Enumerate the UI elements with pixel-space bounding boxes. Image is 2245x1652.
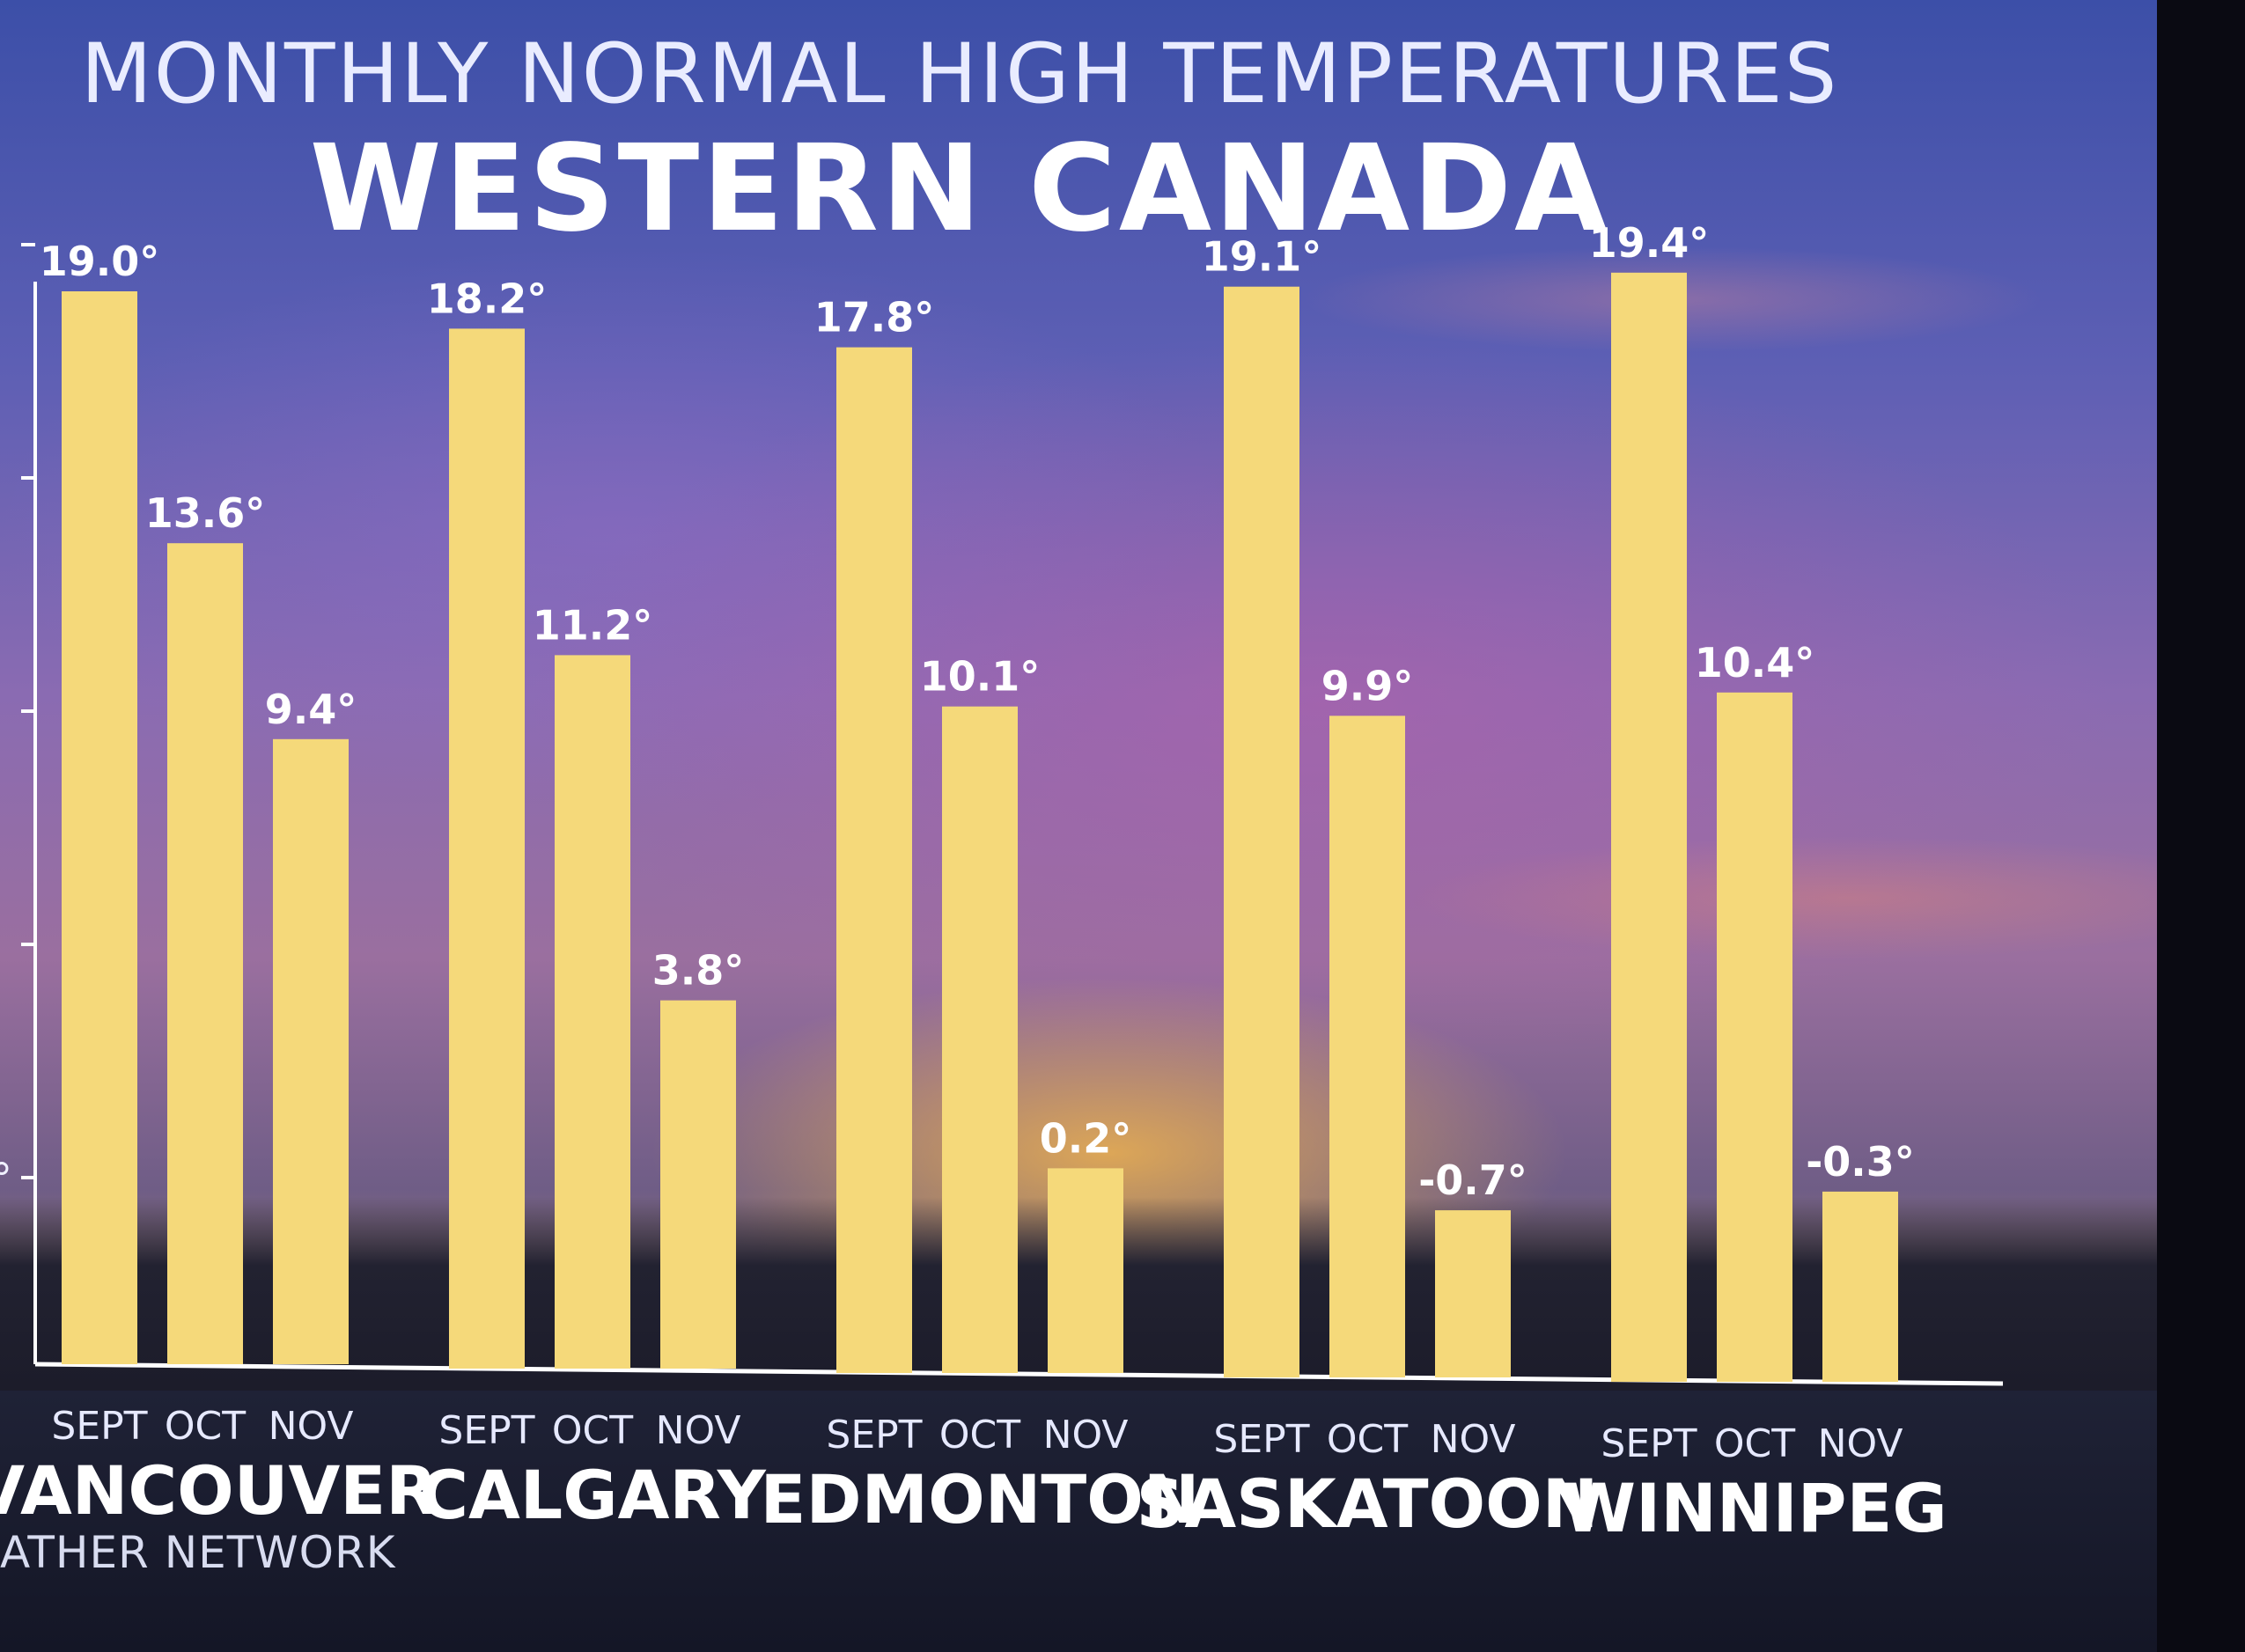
bar-edmonton-sept — [836, 347, 912, 1374]
city-label-vancouver: VANCOUVER — [0, 1451, 438, 1530]
month-label-calgary-sept: SEPT — [438, 1408, 534, 1453]
value-label-saskatoon-oct: 9.9° — [1321, 662, 1414, 709]
bar-vancouver-oct — [167, 543, 243, 1364]
bar-winnipeg-nov — [1822, 1191, 1898, 1382]
value-label-calgary-nov: 3.8° — [652, 947, 745, 995]
value-label-vancouver-oct: 13.6° — [145, 489, 266, 537]
city-label-winnipeg: WINNIPEG — [1562, 1469, 1947, 1547]
bottom-band — [0, 1391, 2157, 1652]
month-label-saskatoon-nov: NOV — [1431, 1417, 1516, 1462]
value-label-edmonton-nov: 0.2° — [1040, 1114, 1132, 1162]
value-label-calgary-sept: 18.2° — [427, 275, 548, 322]
bar-calgary-oct — [555, 655, 630, 1369]
bar-saskatoon-sept — [1224, 286, 1299, 1378]
city-label-calgary: CALGARY — [419, 1456, 767, 1534]
value-label-winnipeg-nov: -0.3° — [1806, 1138, 1915, 1186]
bar-winnipeg-oct — [1717, 692, 1792, 1382]
value-label-vancouver-nov: 9.4° — [265, 686, 357, 733]
bar-saskatoon-oct — [1329, 716, 1405, 1377]
bar-edmonton-nov — [1048, 1168, 1123, 1373]
value-label-calgary-oct: 11.2° — [533, 601, 653, 649]
bar-vancouver-nov — [273, 738, 349, 1364]
city-label-saskatoon: SASKATOON — [1137, 1465, 1599, 1543]
month-label-calgary-nov: NOV — [656, 1408, 741, 1453]
value-label-vancouver-sept: 19.0° — [40, 238, 160, 285]
month-label-edmonton-oct: OCT — [939, 1413, 1020, 1457]
chart-screen: MONTHLY NORMAL HIGH TEMPERATURES WESTERN… — [0, 0, 2157, 1652]
month-label-vancouver-nov: NOV — [269, 1404, 354, 1449]
month-label-vancouver-sept: SEPT — [51, 1404, 147, 1449]
bar-saskatoon-nov — [1435, 1210, 1511, 1377]
month-label-winnipeg-sept: SEPT — [1601, 1421, 1697, 1466]
month-label-saskatoon-oct: OCT — [1327, 1417, 1408, 1462]
month-label-saskatoon-sept: SEPT — [1213, 1417, 1309, 1462]
y-tick-label-0: 0° — [0, 1155, 12, 1204]
month-label-edmonton-nov: NOV — [1043, 1413, 1129, 1457]
bar-calgary-nov — [660, 1000, 736, 1369]
value-label-winnipeg-oct: 10.4° — [1695, 639, 1815, 686]
monitor-bezel — [2157, 0, 2245, 1652]
value-label-saskatoon-nov: -0.7° — [1418, 1156, 1527, 1204]
source-credit: ATHER NETWORK — [0, 1527, 396, 1578]
value-label-edmonton-oct: 10.1° — [920, 653, 1041, 701]
bar-edmonton-oct — [942, 706, 1018, 1373]
bar-vancouver-sept — [62, 291, 137, 1364]
month-label-winnipeg-oct: OCT — [1714, 1421, 1795, 1466]
chart-subtitle: WESTERN CANADA — [309, 120, 1610, 259]
x-axis-line — [34, 1362, 2004, 1386]
month-label-edmonton-sept: SEPT — [826, 1413, 922, 1457]
value-label-winnipeg-sept: 19.4° — [1589, 219, 1710, 267]
value-label-saskatoon-sept: 19.1° — [1202, 233, 1322, 281]
chart-title: MONTHLY NORMAL HIGH TEMPERATURES — [80, 26, 1839, 122]
bar-calgary-sept — [449, 328, 525, 1369]
city-label-edmonton: EDMONTON — [761, 1460, 1200, 1538]
month-label-winnipeg-nov: NOV — [1818, 1421, 1903, 1466]
bar-winnipeg-sept — [1611, 272, 1687, 1382]
bar-chart: 0°19.0°SEPT13.6°OCT9.4°NOVVANCOUVER18.2°… — [0, 219, 2004, 1547]
value-label-edmonton-sept: 17.8° — [814, 294, 935, 341]
month-label-vancouver-oct: OCT — [165, 1404, 246, 1449]
month-label-calgary-oct: OCT — [552, 1408, 633, 1453]
